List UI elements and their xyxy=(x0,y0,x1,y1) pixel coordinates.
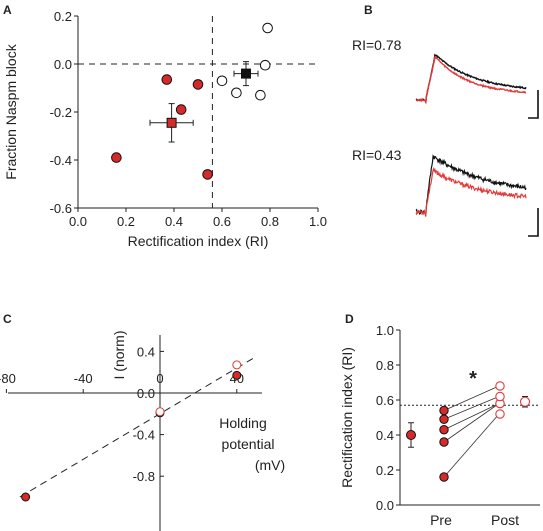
b-scale-bar xyxy=(528,208,539,237)
d-y-tick-label: 0.2 xyxy=(376,463,394,478)
b-trace-label: RI=0.78 xyxy=(352,37,402,53)
b-trace-line xyxy=(415,53,527,103)
d-pre-mean xyxy=(406,430,416,440)
panel-label-d: D xyxy=(345,312,354,326)
a-x-tick-label: 0.2 xyxy=(117,214,135,229)
a-x-tick-label: 0.6 xyxy=(213,214,231,229)
a-mean-point xyxy=(241,68,251,79)
a-data-point xyxy=(216,75,228,87)
b-scale-bar xyxy=(528,90,539,119)
a-data-point xyxy=(262,22,273,34)
c-y-tick-label: -0.4 xyxy=(133,428,155,443)
d-pair-line xyxy=(443,385,500,411)
a-x-tick-label: 0.0 xyxy=(69,214,87,229)
d-x-tick-label: Pre xyxy=(430,512,452,528)
b-trace-line xyxy=(415,167,527,217)
c-x-tick-label: -80 xyxy=(0,371,16,386)
d-pre-point xyxy=(439,414,449,424)
b-trace-line xyxy=(416,56,527,105)
d-pre-point xyxy=(439,472,449,482)
a-y-tick-label: 0.0 xyxy=(54,57,72,72)
d-y-tick-label: 1.0 xyxy=(376,323,394,338)
d-post-point xyxy=(495,409,505,419)
a-x-tick-label: 0.4 xyxy=(165,214,183,229)
a-data-point xyxy=(175,104,187,115)
a-data-point xyxy=(192,79,204,90)
a-y-tick-label: -0.6 xyxy=(50,201,72,216)
a-data-point xyxy=(231,87,242,99)
a-mean-point xyxy=(166,117,177,128)
a-x-tick-label: 1.0 xyxy=(309,214,327,229)
d-y-tick-label: 0.6 xyxy=(376,393,394,408)
b-trace-line xyxy=(415,154,527,216)
c-data-point xyxy=(21,492,31,502)
a-y-tick-label: -0.2 xyxy=(50,105,72,120)
c-fit-line xyxy=(19,356,257,498)
a-x-axis-label: Rectification index (RI) xyxy=(128,233,269,249)
c-x-axis-label: potential xyxy=(222,436,275,452)
a-data-point xyxy=(202,169,213,180)
a-data-point xyxy=(259,59,271,71)
panel-label-b: B xyxy=(364,3,373,17)
c-y-axis-label: I (norm) xyxy=(111,331,127,380)
a-data-point xyxy=(111,152,122,163)
a-data-point xyxy=(255,89,266,101)
a-y-axis-label: Fraction Naspm block xyxy=(3,43,19,179)
d-pair-line xyxy=(443,413,500,478)
c-x-tick-label: -40 xyxy=(74,371,93,386)
c-y-tick-label: -0.8 xyxy=(133,469,155,484)
panel-a-scatter: 0.0 0.2 0.4 0.6 0.8 1.0 0.2 0.0 -0.2 -0.4 -0.6 Rect… xyxy=(3,9,327,249)
b-trace-label: RI=0.43 xyxy=(352,147,402,163)
c-y-tick-label: 0.0 xyxy=(137,386,155,401)
d-pre-point xyxy=(439,405,449,416)
d-post-mean xyxy=(519,396,531,407)
c-data-point xyxy=(232,370,242,380)
panel-c-iv-plot: -80-400400.40.0-0.4-0.8I (norm)Holdingpo… xyxy=(0,331,285,531)
d-post-point xyxy=(495,381,505,391)
d-y-tick-label: 0.8 xyxy=(376,358,394,373)
panel-b-traces: RI=0.78 RI=0.43 xyxy=(352,37,539,237)
c-y-tick-label: 0.4 xyxy=(137,344,155,359)
d-post-point xyxy=(495,391,505,402)
d-pair-line xyxy=(443,396,500,420)
panel-label-c: C xyxy=(3,312,12,326)
c-data-point xyxy=(232,360,242,370)
panel-d-ri-plot: 1.0 0.8 0.6 0.4 0.2 0.0 Pre Post Rectification i… xyxy=(339,323,540,528)
d-pair-line xyxy=(443,403,500,431)
c-x-tick-label: 0 xyxy=(156,371,163,386)
d-x-tick-label: Post xyxy=(491,512,519,528)
d-pair-line xyxy=(443,403,500,443)
c-x-axis-label: Holding xyxy=(219,415,266,431)
d-significance-marker: * xyxy=(469,368,477,390)
a-data-point xyxy=(161,74,173,85)
d-pre-point xyxy=(439,425,449,435)
a-x-tick-label: 0.8 xyxy=(261,214,279,229)
d-y-tick-label: 0.0 xyxy=(376,498,394,513)
c-data-point xyxy=(155,407,165,417)
a-y-tick-label: 0.2 xyxy=(54,9,72,24)
d-y-tick-label: 0.4 xyxy=(376,428,394,443)
a-y-tick-label: -0.4 xyxy=(50,153,72,168)
c-x-axis-label: (mV) xyxy=(255,457,285,473)
panel-label-a: A xyxy=(3,3,12,17)
d-pre-point xyxy=(439,437,449,447)
d-y-axis-label: Rectification index (RI) xyxy=(339,347,355,488)
